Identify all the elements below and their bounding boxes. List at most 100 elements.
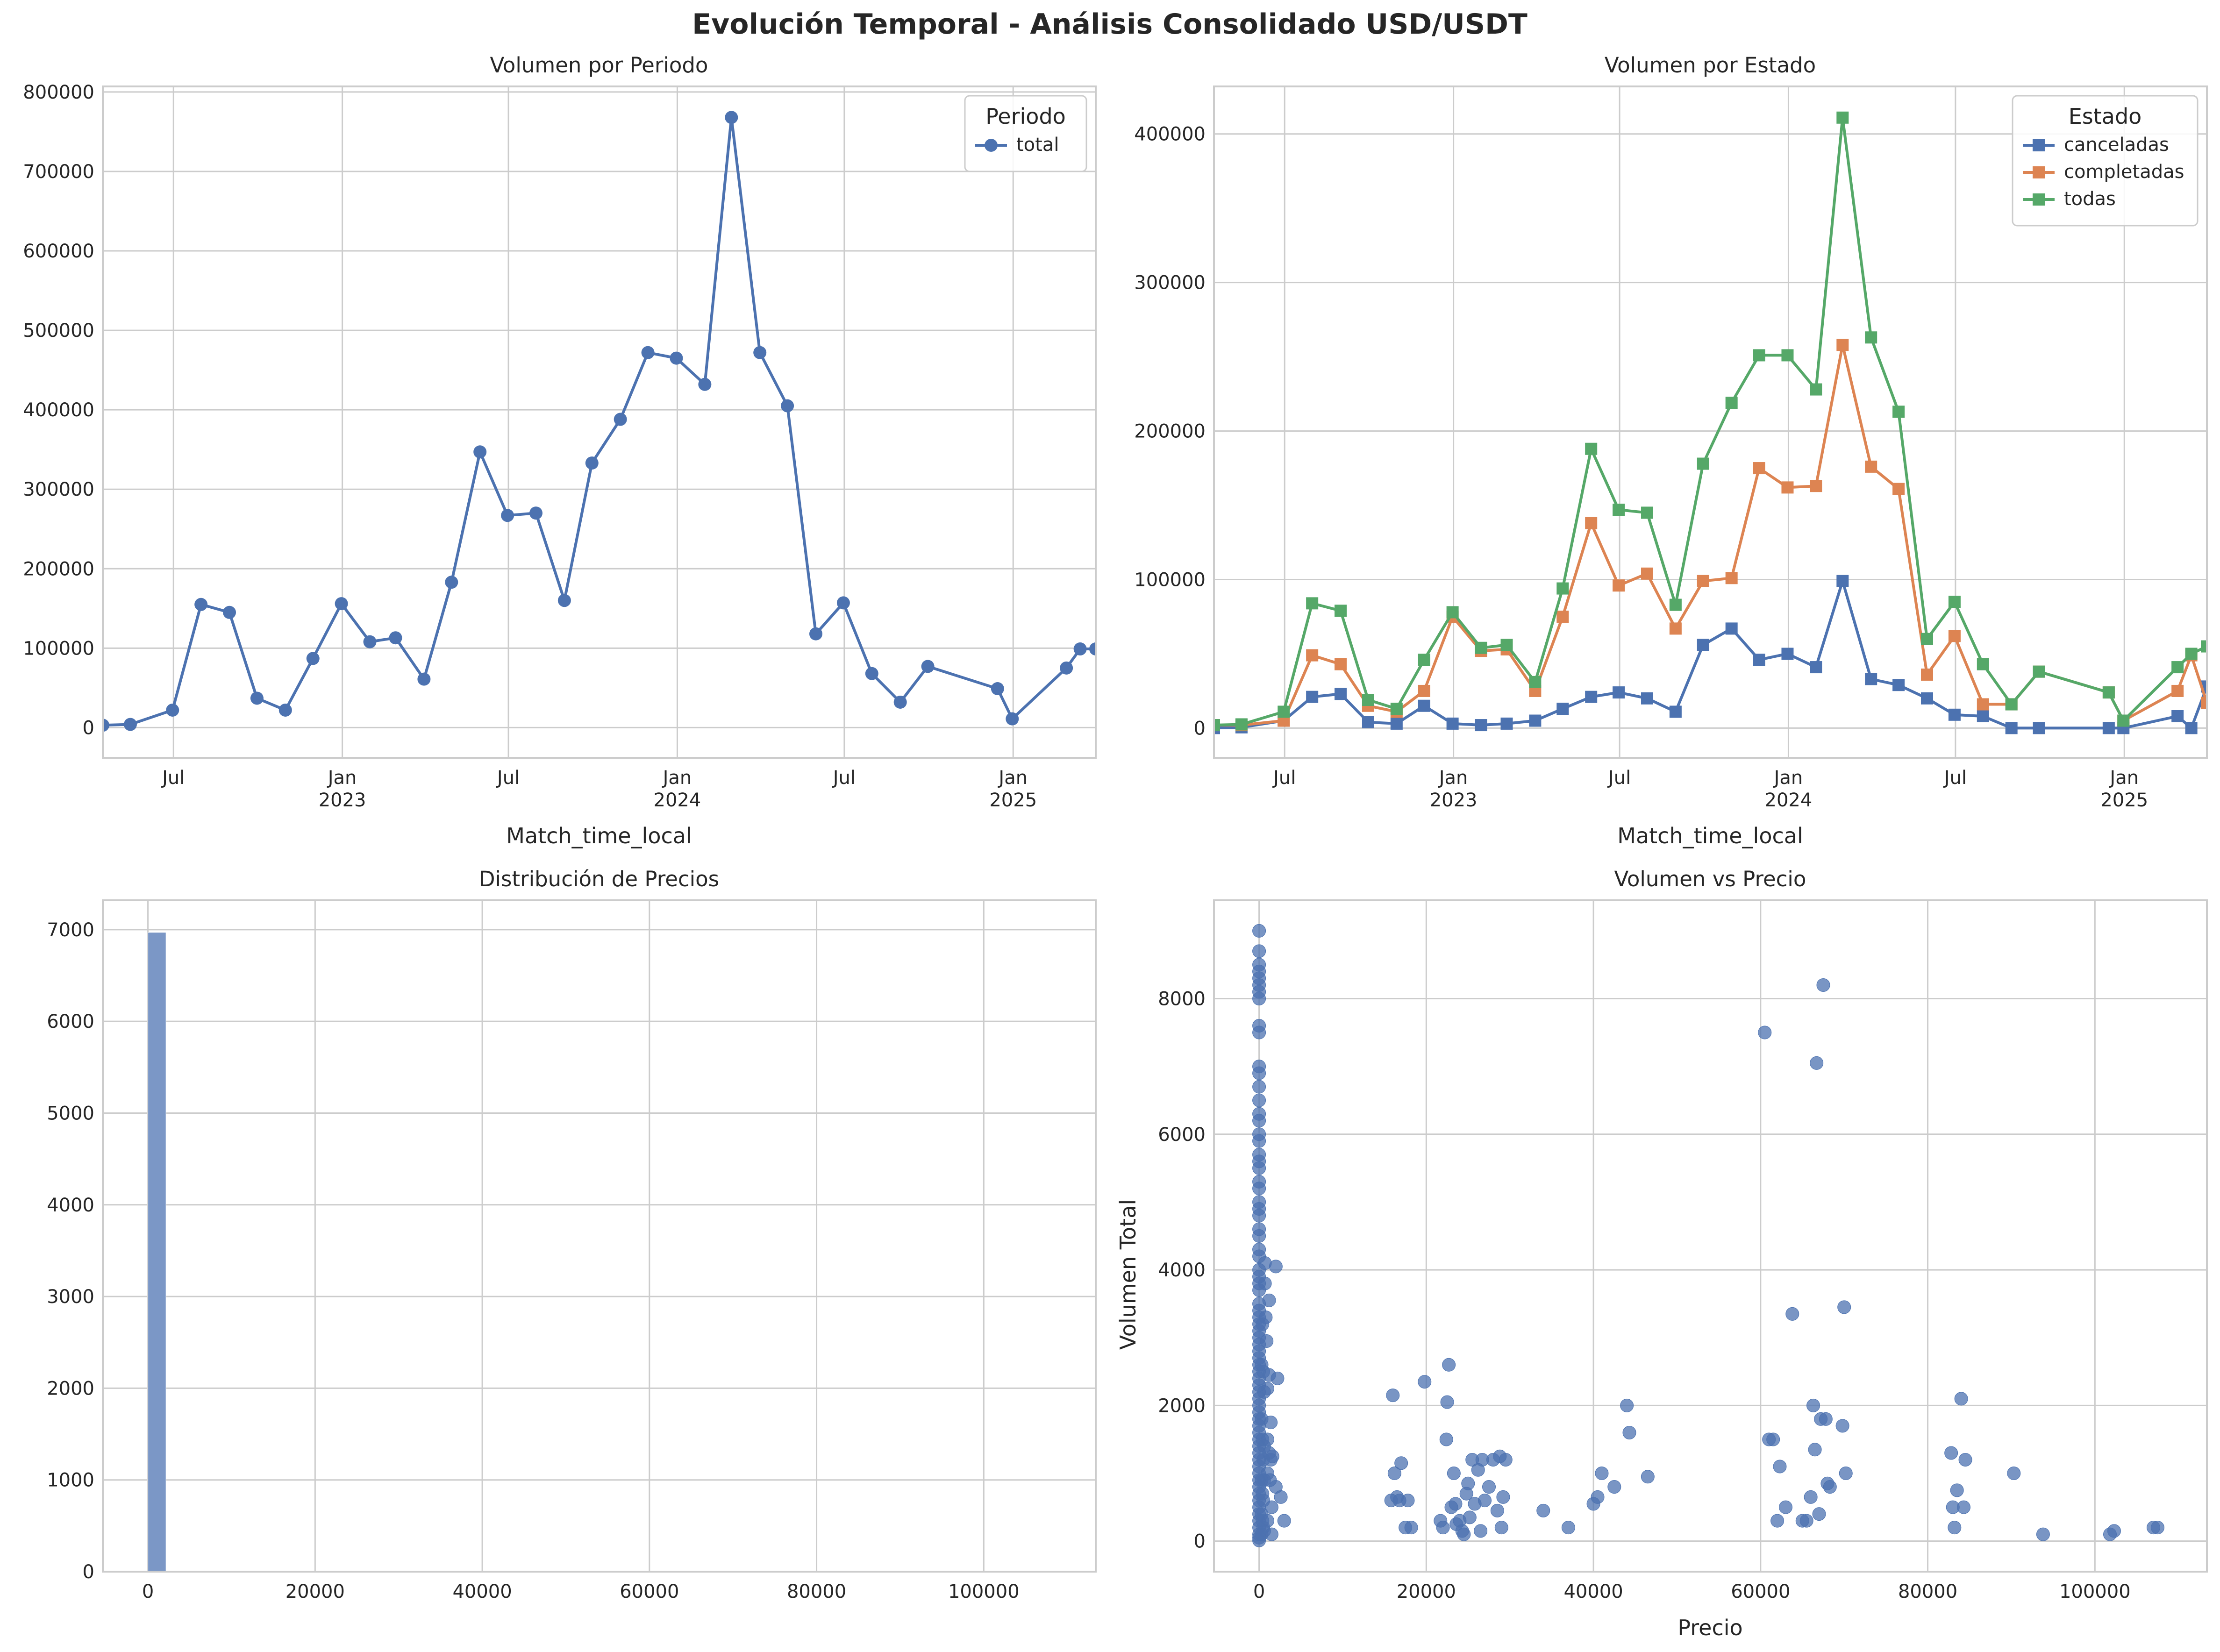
data-point-completadas	[1556, 610, 1569, 623]
scatter-point	[1259, 1310, 1273, 1324]
legend-label-completadas: completadas	[2064, 161, 2184, 183]
scatter-point	[1447, 1467, 1461, 1481]
x-tick-label: Jan	[1773, 767, 1803, 789]
x-tick-year-label: 2024	[1765, 790, 1813, 811]
scatter-point	[1265, 1449, 1279, 1463]
y-tick-label: 200000	[1134, 421, 1206, 442]
scatter-point	[1773, 1460, 1787, 1474]
y-tick-label: 600000	[23, 241, 94, 262]
scatter-point	[1954, 1392, 1968, 1406]
data-point-todas	[2201, 640, 2207, 653]
scatter-point	[1277, 1514, 1291, 1528]
scatter-point	[1252, 1182, 1266, 1196]
legend-label-total: total	[1016, 134, 1059, 156]
data-point-total	[473, 445, 487, 459]
scatter-point	[1799, 1514, 1813, 1528]
x-tick-label: 40000	[452, 1581, 512, 1602]
data-point-canceladas	[1920, 692, 1933, 705]
scatter-point	[1785, 1307, 1799, 1321]
data-point-completadas	[2171, 684, 2184, 697]
y-tick-label: 2000	[1158, 1395, 1206, 1417]
scatter-point	[1449, 1497, 1463, 1511]
y-tick-label: 300000	[1134, 272, 1206, 294]
y-tick-label: 3000	[47, 1286, 94, 1308]
data-point-completadas	[1641, 567, 1653, 580]
scatter-point	[1252, 991, 1266, 1005]
price-distribution-title: Distribución de Precios	[479, 867, 719, 891]
data-point-todas	[1781, 349, 1794, 362]
data-point-canceladas	[1810, 661, 1822, 674]
data-point-canceladas	[1613, 686, 1625, 699]
x-tick-label: Jul	[832, 767, 856, 789]
data-point-canceladas	[1697, 639, 1709, 651]
data-point-todas	[1362, 694, 1374, 706]
data-point-todas	[2185, 648, 2198, 660]
x-tick-label: 100000	[2059, 1581, 2131, 1602]
y-tick-label: 500000	[23, 320, 94, 342]
scatter-point	[1264, 1527, 1278, 1541]
x-tick-year-label: 2023	[319, 790, 366, 811]
data-point-todas	[2033, 665, 2045, 678]
x-tick-label: Jul	[1272, 767, 1296, 789]
data-point-todas	[1306, 597, 1319, 610]
data-point-total	[753, 346, 767, 359]
data-point-total	[103, 719, 109, 732]
legend-title: Periodo	[985, 104, 1066, 129]
data-point-canceladas	[1418, 699, 1430, 712]
scatter-point	[1778, 1500, 1792, 1514]
x-tick-label: Jan	[662, 767, 692, 789]
scatter-point	[1439, 1432, 1453, 1446]
data-point-todas	[1500, 639, 1513, 651]
data-point-total	[445, 576, 458, 589]
scatter-point	[1770, 1514, 1785, 1528]
x-tick-label: 20000	[286, 1581, 345, 1602]
y-tick-label: 100000	[1134, 569, 1206, 591]
data-point-todas	[1641, 506, 1653, 519]
scatter-point	[1274, 1490, 1288, 1504]
scatter-point	[1494, 1521, 1508, 1535]
scatter-point	[1252, 1093, 1266, 1107]
scatter-point	[1264, 1500, 1278, 1514]
scatter-point	[1958, 1453, 1972, 1467]
data-point-canceladas	[1446, 717, 1459, 730]
data-point-total	[1006, 712, 1019, 726]
scatter-point	[2107, 1524, 2121, 1538]
legend-box	[964, 95, 1087, 172]
data-point-todas	[1865, 331, 1877, 344]
data-point-total	[1060, 661, 1073, 675]
x-tick-label: 0	[1253, 1581, 1265, 1602]
y-tick-label: 0	[1194, 718, 1206, 739]
scatter-point	[1394, 1456, 1408, 1470]
scatter-point	[2007, 1467, 2021, 1481]
data-point-total	[250, 691, 264, 705]
legend-marker-todas	[2033, 193, 2045, 206]
scatter-point	[1591, 1490, 1605, 1504]
scatter-point	[1816, 978, 1830, 992]
data-point-completadas	[1836, 339, 1849, 351]
data-point-canceladas	[1641, 692, 1653, 705]
data-point-canceladas	[2185, 722, 2198, 734]
scatter-point	[1252, 944, 1266, 958]
axes-frame	[1213, 85, 2208, 759]
x-tick-year-label: 2023	[1430, 790, 1478, 811]
y-tick-label: 6000	[47, 1011, 94, 1032]
y-tick-label: 1000	[47, 1470, 94, 1491]
x-tick-label: Jan	[997, 767, 1028, 789]
scatter-point	[1808, 1443, 1822, 1457]
y-tick-label: 700000	[23, 161, 94, 183]
scatter-point	[1260, 1381, 1274, 1396]
data-point-total	[306, 652, 320, 665]
scatter-point	[1252, 924, 1266, 938]
data-point-todas	[1390, 703, 1403, 715]
y-tick-label: 800000	[23, 82, 94, 103]
data-point-total	[223, 605, 236, 619]
data-point-canceladas	[1781, 648, 1794, 660]
data-point-total	[529, 506, 543, 520]
axes-frame	[1213, 899, 2208, 1573]
data-point-todas	[2117, 714, 2130, 727]
scatter-point	[1401, 1494, 1415, 1508]
data-point-total	[123, 718, 137, 731]
scatter-point	[1944, 1446, 1958, 1460]
data-point-completadas	[1306, 649, 1319, 662]
data-point-total	[991, 682, 1004, 696]
